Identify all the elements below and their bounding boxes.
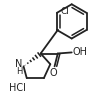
Text: Cl: Cl bbox=[61, 7, 69, 16]
Text: O: O bbox=[50, 68, 57, 78]
Text: HCl: HCl bbox=[9, 83, 25, 93]
Text: OH: OH bbox=[73, 47, 88, 57]
Text: H: H bbox=[16, 67, 22, 76]
Text: N: N bbox=[15, 59, 22, 69]
